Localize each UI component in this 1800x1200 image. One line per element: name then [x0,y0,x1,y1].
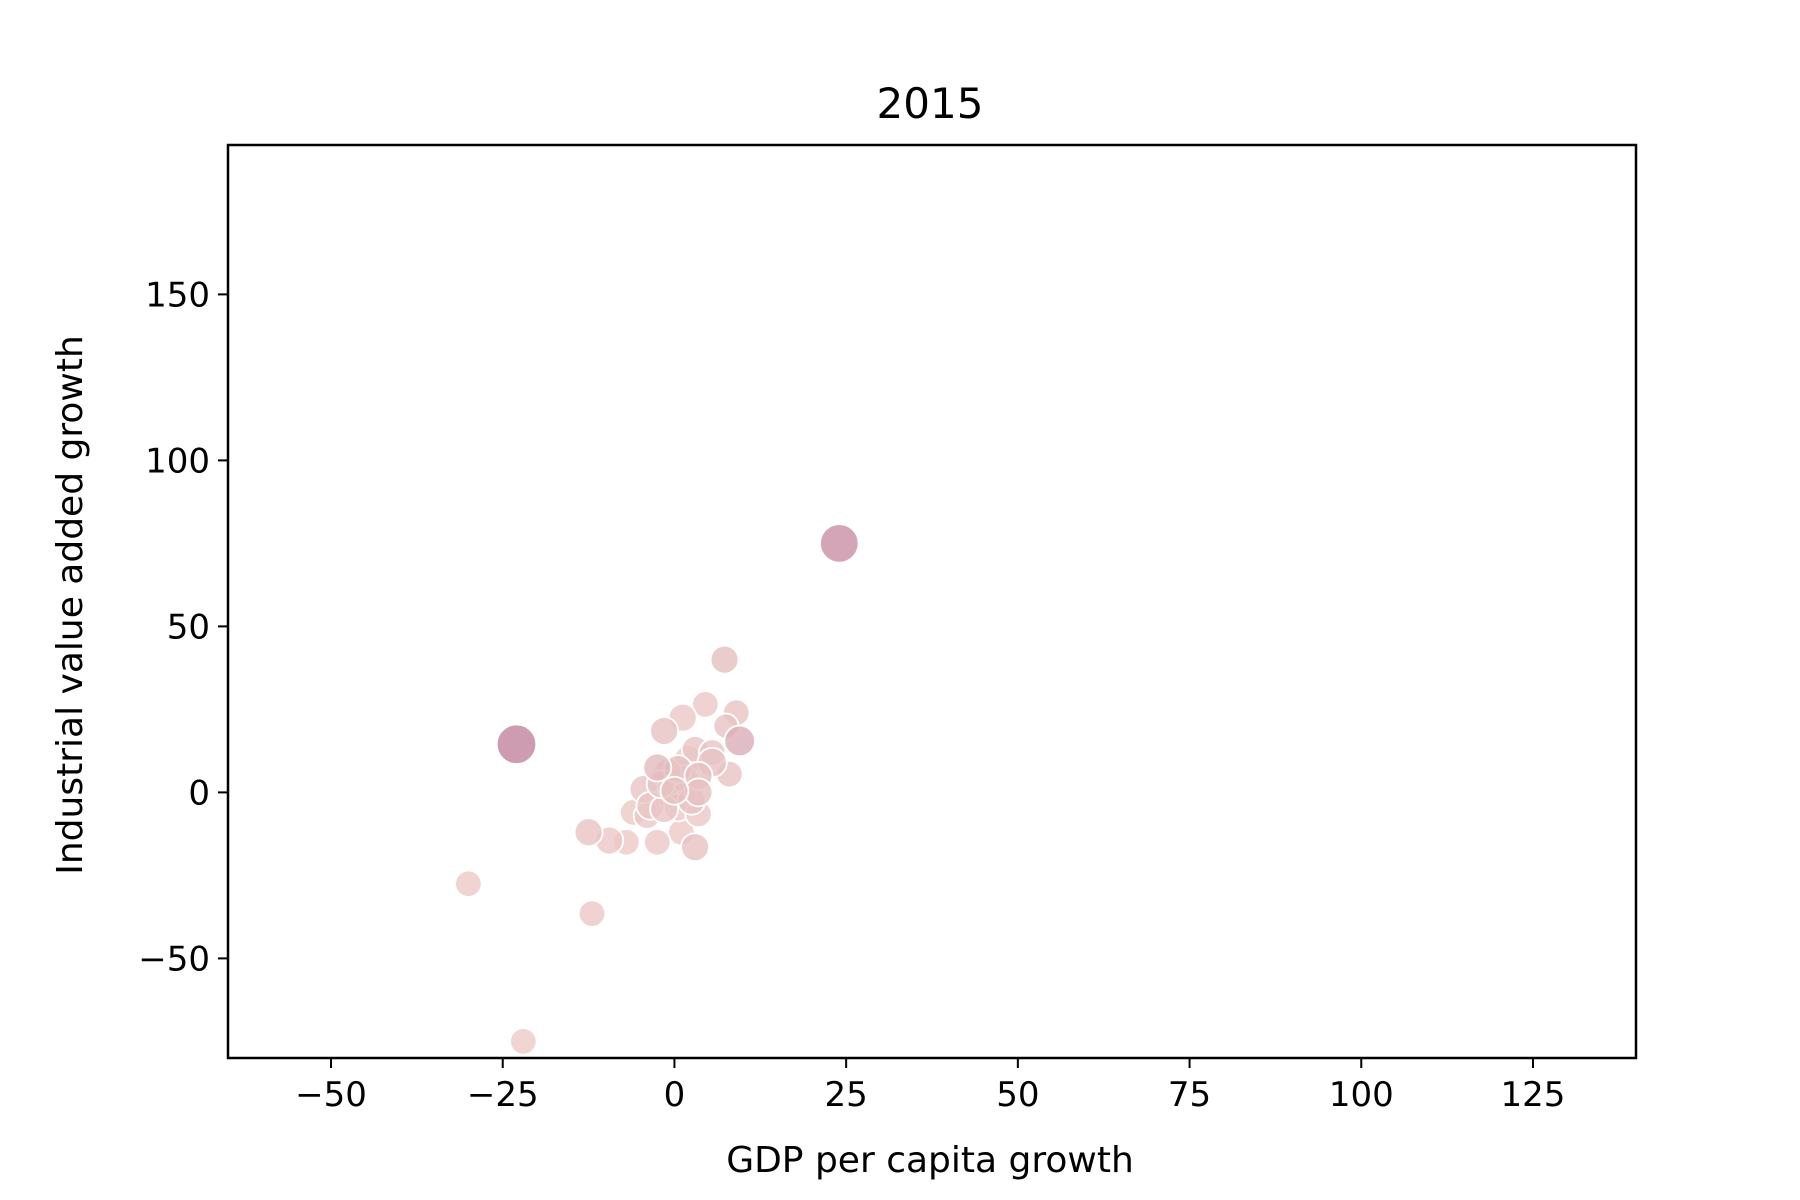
scatter-point [642,752,673,783]
y-tick-label: 50 [167,607,210,647]
scatter-point [691,690,720,719]
x-tick-label: 50 [996,1075,1039,1115]
x-tick-label: −50 [295,1075,367,1115]
y-axis: −50 0 50 100 150 [138,275,228,979]
chart-title: 2015 [877,79,984,128]
scatter-point [509,1027,538,1056]
scatter-point [577,899,607,928]
y-tick-label: 100 [145,441,210,481]
scatter-point [680,832,710,863]
x-tick-label: 0 [664,1075,686,1115]
y-tick-label: −50 [138,939,210,979]
plot-frame [226,143,1638,1060]
scatter-point [573,817,604,848]
x-axis: −50 −25 0 25 50 75 100 125 [295,1058,1565,1115]
x-axis-label: GDP per capita growth [726,1140,1134,1181]
x-tick-label: 100 [1329,1075,1394,1115]
y-tick-label: 150 [145,275,210,315]
x-tick-label: 25 [825,1075,868,1115]
scatter-point [643,828,672,857]
scatter-point [495,723,538,765]
scatter-point [649,716,680,746]
scatter-point [454,869,483,898]
x-tick-label: −25 [467,1075,539,1115]
scatter-point [723,724,756,758]
y-tick-label: 0 [188,773,210,813]
points-layer [454,523,860,1056]
y-axis-label: Industrial value added growth [50,335,91,875]
x-tick-label: 125 [1501,1075,1566,1115]
scatter-point [819,523,860,564]
scatter-point [659,775,690,806]
x-tick-label: 75 [1168,1075,1211,1115]
scatter-point [709,644,740,675]
